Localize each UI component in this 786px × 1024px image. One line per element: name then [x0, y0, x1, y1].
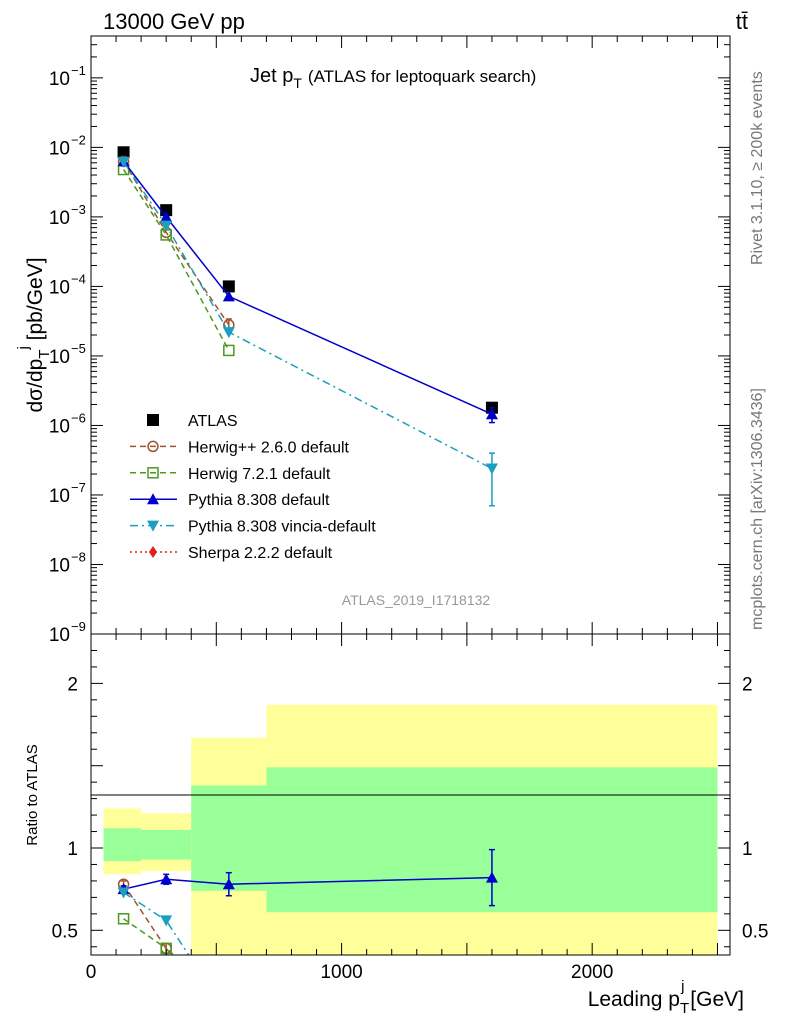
main-y-tick-label: 10 — [49, 277, 70, 298]
legend-marker — [147, 493, 159, 505]
main-data-point — [222, 290, 235, 302]
legend-marker — [147, 520, 159, 532]
ratio-uncertainty-bands — [103, 704, 718, 955]
ratio-data-point — [485, 871, 498, 883]
x-axis-label-main: Leading p — [588, 988, 680, 1011]
main-y-tick-exponent: −6 — [71, 410, 86, 425]
main-y-tick-exponent: −4 — [71, 271, 86, 286]
ratio-y-tick-label: 2 — [67, 674, 78, 695]
legend-marker — [147, 414, 159, 426]
ratio-data-point — [222, 878, 235, 890]
main-y-axis-label-main: dσ/dp — [24, 359, 47, 413]
ratio-data-point — [160, 915, 173, 927]
main-y-tick-exponent: −7 — [71, 480, 86, 495]
ratio-inner-band — [103, 828, 142, 862]
main-y-tick-exponent: −1 — [71, 63, 86, 78]
main-y-tick-exponent: −2 — [71, 132, 86, 147]
legend-label: Sherpa 2.2.2 default — [188, 545, 333, 562]
collision-energy-label: 13000 GeV pp — [103, 9, 245, 34]
ratio-series-layer — [117, 848, 498, 955]
legend-label: Pythia 8.308 vincia-default — [188, 519, 376, 536]
main-series-line — [122, 160, 230, 326]
source-label: mcplots.cern.ch [arXiv:1306.3436] — [749, 388, 766, 630]
main-title: Jet pT (ATLAS for leptoquark search) — [250, 65, 536, 91]
main-y-tick-exponent: −5 — [71, 341, 86, 356]
main-y-tick-label: 10 — [49, 208, 70, 229]
main-series-line — [122, 161, 493, 470]
main-panel: 10−910−810−710−610−510−410−310−210−1 Jet… — [15, 35, 731, 646]
ratio-x-axis: 0 1000 2000 — [86, 634, 718, 983]
ratio-series-line — [123, 918, 172, 955]
main-y-tick-exponent: −8 — [71, 549, 86, 564]
ratio-series-line — [123, 876, 492, 890]
main-series-line — [122, 160, 493, 415]
main-y-tick-exponent: −3 — [71, 202, 86, 217]
main-data-point — [223, 344, 235, 357]
rivet-version-label: Rivet 3.1.10, ≥ 200k events — [749, 71, 766, 265]
main-series-line — [122, 169, 230, 351]
ratio-series-group — [117, 848, 498, 955]
ratio-panel: 0.5 0.5 1 1 2 2 0 1000 2000 Ratio to ATLAS Lead… — [24, 633, 768, 1017]
main-data-point — [485, 463, 498, 475]
main-data-point — [160, 220, 173, 232]
legend-marker — [147, 467, 159, 479]
main-y-axis: 10−910−810−710−610−510−410−310−210−1 — [49, 35, 730, 646]
main-data-point — [160, 210, 173, 222]
main-data-point — [117, 156, 130, 168]
legend-marker — [149, 546, 157, 558]
main-title-sub: T — [293, 75, 302, 91]
ratio-x-tick-label: 0 — [86, 962, 97, 983]
ratio-y-tick-label: 1 — [67, 839, 78, 860]
main-data-point — [485, 408, 498, 420]
ratio-inner-band — [141, 829, 192, 860]
main-y-tick-label: 10 — [49, 138, 70, 159]
ratio-y-tick-label-right: 0.5 — [742, 921, 768, 942]
main-y-tick-label: 10 — [49, 416, 70, 437]
main-y-tick-exponent: −9 — [71, 619, 86, 634]
main-title-main: Jet p — [250, 65, 293, 87]
main-panel-frame — [90, 35, 731, 635]
main-title-note: (ATLAS for leptoquark search) — [308, 67, 536, 86]
main-y-tick-label: 10 — [49, 555, 70, 576]
ratio-data-point — [117, 887, 130, 899]
main-y-axis-label-tail: [pb/GeV] — [24, 257, 47, 346]
main-data-point — [222, 280, 235, 293]
legend: ATLAS Herwig++ 2.6.0 default Herwig 7.2.1 … — [130, 413, 376, 562]
legend-label: Pythia 8.308 default — [188, 492, 330, 509]
ratio-y-tick-label-right: 1 — [742, 839, 753, 860]
x-axis-label-tail: [GeV] — [684, 988, 744, 1011]
legend-marker — [147, 440, 159, 453]
ratio-panel-frame — [90, 633, 731, 956]
process-label: tt̄ — [736, 9, 748, 34]
main-y-tick-label: 10 — [49, 625, 70, 646]
main-y-tick-label: 10 — [49, 486, 70, 507]
ratio-y-axis-label: Ratio to ATLAS — [24, 744, 41, 845]
main-series-layer — [117, 146, 498, 507]
main-y-axis-label-sup: j — [15, 346, 32, 350]
main-y-tick-label: 10 — [49, 69, 70, 90]
analysis-id-label: ATLAS_2019_I1718132 — [342, 592, 491, 608]
ratio-y-axis: 0.5 0.5 1 1 2 2 — [52, 649, 768, 948]
legend-label: ATLAS — [188, 413, 238, 430]
x-axis-label-sup: j — [680, 978, 684, 995]
main-data-point — [222, 327, 235, 339]
x-axis-label-sub: T — [680, 1000, 689, 1017]
legend-label: Herwig 7.2.1 default — [188, 466, 331, 483]
ratio-data-point — [160, 873, 173, 885]
ratio-y-tick-label: 0.5 — [52, 921, 78, 942]
main-y-axis-label-sub: T — [36, 350, 53, 359]
main-y-tick-label: 10 — [49, 347, 70, 368]
main-y-axis-label: dσ/dpTj [pb/GeV] — [15, 257, 53, 412]
main-x-ticks — [90, 36, 718, 634]
legend-label: Herwig++ 2.6.0 default — [188, 439, 350, 456]
x-axis-label: Leading pTj [GeV] — [588, 978, 744, 1017]
ratio-data-point — [117, 913, 130, 925]
ratio-series-line — [123, 891, 190, 955]
main-data-point — [117, 146, 130, 159]
ratio-y-tick-label-right: 2 — [742, 674, 753, 695]
ratio-x-tick-label: 2000 — [571, 962, 613, 983]
ratio-x-tick-label: 1000 — [320, 962, 362, 983]
